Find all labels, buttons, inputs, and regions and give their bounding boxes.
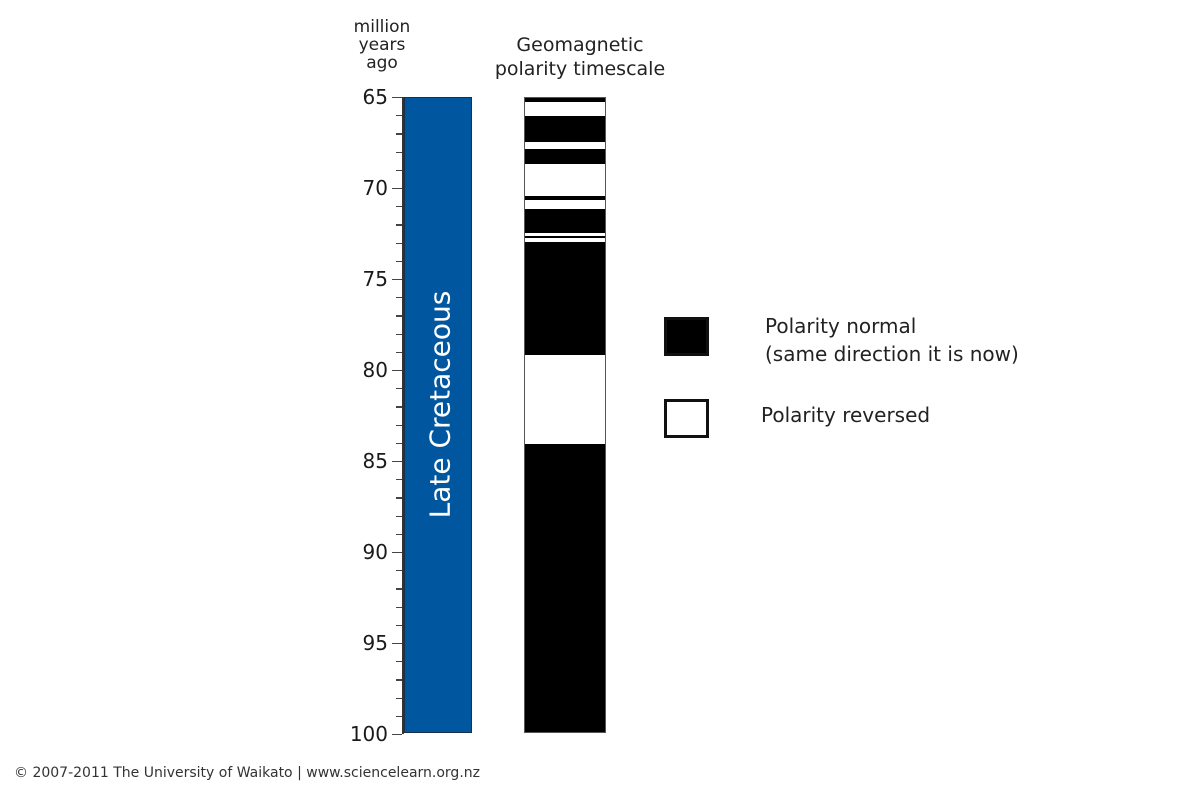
polarity-band-normal: [525, 116, 605, 142]
polarity-band-normal: [525, 209, 605, 233]
legend-normal-line-1: Polarity normal: [765, 314, 917, 338]
minor-tick: [396, 533, 402, 535]
axis-title: million years ago: [338, 18, 426, 72]
minor-tick: [396, 515, 402, 517]
major-tick: [392, 278, 402, 281]
polarity-title-line-1: Geomagnetic: [516, 34, 644, 56]
legend-label-reversed: Polarity reversed: [761, 403, 931, 427]
polarity-band-normal: [525, 196, 605, 200]
era-bar: Late Cretaceous: [404, 97, 472, 733]
major-tick: [392, 96, 402, 99]
legend-normal-line-2: (same direction it is now): [765, 342, 1019, 366]
major-tick: [392, 551, 402, 554]
minor-tick: [396, 715, 402, 717]
y-tick-label: 80: [362, 357, 388, 382]
major-tick: [392, 733, 402, 736]
era-label: Late Cretaceous: [423, 290, 457, 519]
polarity-band-normal: [525, 443, 605, 732]
axis-title-line-3: ago: [366, 53, 398, 73]
minor-tick: [396, 661, 402, 663]
major-tick: [392, 642, 402, 645]
minor-tick: [396, 333, 402, 335]
polarity-band-normal: [525, 148, 605, 164]
polarity-title-line-2: polarity timescale: [494, 58, 666, 80]
polarity-column: [524, 97, 606, 733]
polarity-band-normal: [525, 236, 605, 239]
axis-title-line-1: million: [353, 17, 411, 37]
minor-tick: [396, 406, 402, 408]
minor-tick: [396, 260, 402, 262]
y-tick-label: 85: [362, 448, 388, 473]
minor-tick: [396, 297, 402, 299]
minor-tick: [396, 679, 402, 681]
minor-tick: [396, 206, 402, 208]
y-tick-label: 95: [362, 630, 388, 655]
y-tick-label: 75: [362, 266, 388, 291]
minor-tick: [396, 570, 402, 572]
copyright-footer: © 2007-2011 The University of Waikato | …: [14, 765, 480, 781]
minor-tick: [396, 624, 402, 626]
minor-tick: [396, 388, 402, 390]
polarity-band-normal: [525, 241, 605, 355]
y-axis-line: [402, 97, 404, 734]
minor-tick: [396, 497, 402, 499]
minor-tick: [396, 169, 402, 171]
minor-tick: [396, 242, 402, 244]
minor-tick: [396, 351, 402, 353]
minor-tick: [396, 315, 402, 317]
major-tick: [392, 369, 402, 372]
major-tick: [392, 460, 402, 463]
y-tick-label: 90: [362, 539, 388, 564]
minor-tick: [396, 479, 402, 481]
minor-tick: [396, 697, 402, 699]
minor-tick: [396, 442, 402, 444]
y-tick-label: 70: [362, 175, 388, 200]
minor-tick: [396, 133, 402, 135]
minor-tick: [396, 151, 402, 153]
minor-tick: [396, 606, 402, 608]
y-tick-label: 65: [362, 84, 388, 109]
legend-swatch-reversed: [664, 399, 709, 438]
minor-tick: [396, 588, 402, 590]
y-tick-label: 100: [349, 721, 388, 746]
polarity-column-title: Geomagnetic polarity timescale: [470, 33, 690, 81]
polarity-band-normal: [525, 98, 605, 102]
major-tick: [392, 187, 402, 190]
legend-label-normal: Polarity normal (same direction it is no…: [765, 312, 1019, 368]
legend-swatch-normal: [664, 317, 709, 356]
minor-tick: [396, 115, 402, 117]
minor-tick: [396, 224, 402, 226]
axis-title-line-2: years: [358, 35, 406, 55]
minor-tick: [396, 424, 402, 426]
